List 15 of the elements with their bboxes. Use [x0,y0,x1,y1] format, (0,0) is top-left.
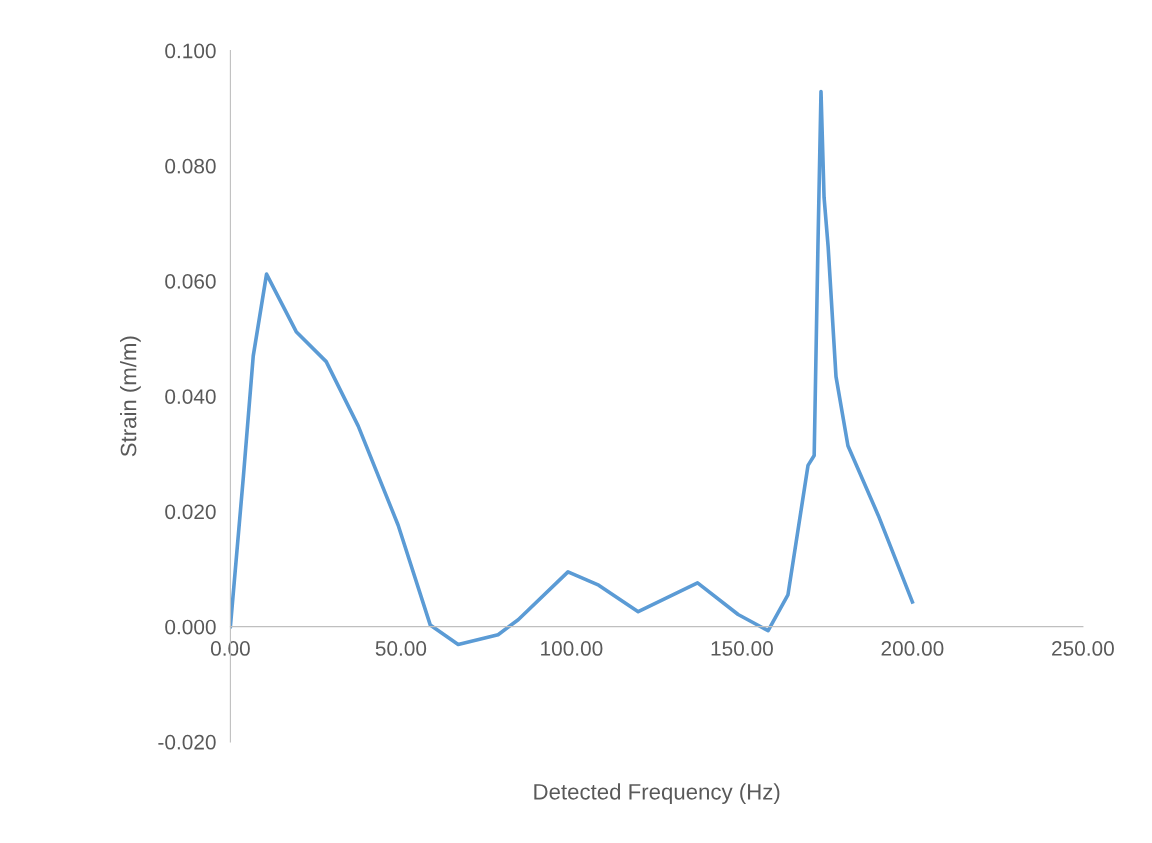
x-tick-label: 50.00 [375,641,427,656]
y-tick-label: 0.060 [165,274,216,289]
y-tick-label: 0.020 [165,504,216,520]
y-tick-label: 0.000 [165,619,216,635]
x-tick-label: 200.00 [881,641,944,656]
y-tick-label: 0.040 [165,389,216,404]
x-axis-title: Detected Frequency (Hz) [534,783,780,805]
y-tick-label: 0.080 [165,158,216,174]
x-tick-label: 250.00 [1052,641,1114,656]
x-tick-label: 100.00 [541,641,603,656]
y-tick-label: -0.020 [158,734,216,750]
x-tick-label: 150.00 [711,641,773,656]
x-tick-label: 0.00 [210,641,250,656]
y-tick-label: 0.100 [165,43,216,59]
y-axis-title: Strain (m/m) [120,336,141,457]
